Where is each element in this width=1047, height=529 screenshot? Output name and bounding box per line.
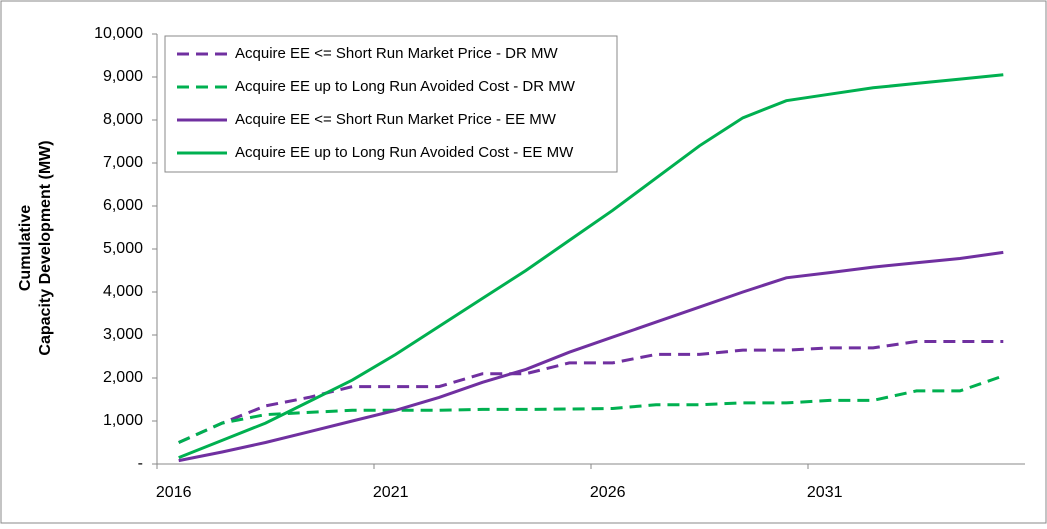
y-axis-label: Cumulative Capacity Development (MW) bbox=[17, 140, 54, 355]
legend-label: Acquire EE up to Long Run Avoided Cost -… bbox=[235, 144, 574, 161]
series-line bbox=[178, 73, 1004, 459]
y-tick-label: 7,000 bbox=[103, 154, 143, 171]
y-tick-label: 9,000 bbox=[103, 68, 143, 85]
y-label-line: Cumulative bbox=[17, 205, 34, 291]
legend-label: Acquire EE <= Short Run Market Price - D… bbox=[235, 45, 558, 62]
y-tick-label: 6,000 bbox=[103, 197, 143, 214]
x-tick-label: 2021 bbox=[373, 484, 409, 501]
series-line bbox=[178, 374, 1004, 444]
series-line bbox=[178, 340, 1004, 444]
y-tick-label: 10,000 bbox=[94, 25, 143, 42]
y-tick-label: 3,000 bbox=[103, 326, 143, 343]
x-tick-label: 2031 bbox=[807, 484, 843, 501]
y-tick-label: 5,000 bbox=[103, 240, 143, 257]
legend-box bbox=[164, 35, 618, 173]
y-tick-label: 2,000 bbox=[103, 369, 143, 386]
legend-label: Acquire EE up to Long Run Avoided Cost -… bbox=[235, 78, 576, 95]
y-tick-label: 1,000 bbox=[103, 412, 143, 429]
series-line bbox=[178, 250, 1004, 463]
y-tick-label: 8,000 bbox=[103, 111, 143, 128]
y-tick-label: - bbox=[138, 455, 143, 472]
x-tick-label: 2016 bbox=[156, 484, 192, 501]
legend-label: Acquire EE <= Short Run Market Price - E… bbox=[235, 111, 557, 128]
x-tick-label: 2026 bbox=[590, 484, 626, 501]
y-label-line: Capacity Development (MW) bbox=[37, 140, 54, 355]
y-tick-label: 4,000 bbox=[103, 283, 143, 300]
